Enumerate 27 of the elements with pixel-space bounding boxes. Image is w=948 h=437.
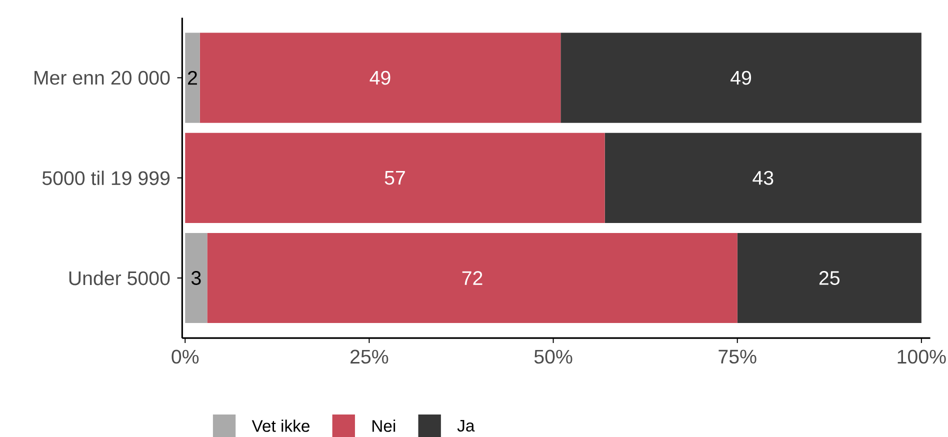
x-tick-label: 75% bbox=[718, 350, 756, 364]
bar bbox=[737, 233, 922, 324]
x-tick-label: 100% bbox=[898, 350, 946, 364]
bar bbox=[560, 32, 922, 124]
data-label: 3 bbox=[191, 271, 201, 286]
legend-label: Nei bbox=[372, 420, 396, 432]
data-label: 57 bbox=[384, 171, 405, 185]
data-label: 2 bbox=[188, 71, 197, 85]
bar bbox=[185, 32, 200, 124]
y-tick-label: Mer enn 20 000 bbox=[34, 71, 170, 85]
data-label: 49 bbox=[730, 71, 752, 85]
data-label: 43 bbox=[752, 171, 774, 186]
bar bbox=[200, 32, 561, 124]
data-label: 72 bbox=[462, 271, 482, 286]
y-tick-label: Under 5000 bbox=[69, 270, 170, 286]
bar bbox=[207, 233, 738, 324]
y-tick-label: 5000 til 19 999 bbox=[42, 170, 170, 186]
data-label: 49 bbox=[370, 71, 390, 85]
bar bbox=[185, 233, 208, 324]
bar bbox=[604, 133, 922, 224]
x-tick-label: 25% bbox=[350, 350, 388, 364]
legend-label: Vet ikke bbox=[252, 420, 310, 432]
legend-label: Ja bbox=[457, 420, 475, 432]
data-label: 25 bbox=[819, 271, 840, 286]
bar bbox=[185, 133, 605, 224]
x-tick-label: 0% bbox=[172, 350, 199, 364]
x-tick-label: 50% bbox=[534, 350, 572, 364]
